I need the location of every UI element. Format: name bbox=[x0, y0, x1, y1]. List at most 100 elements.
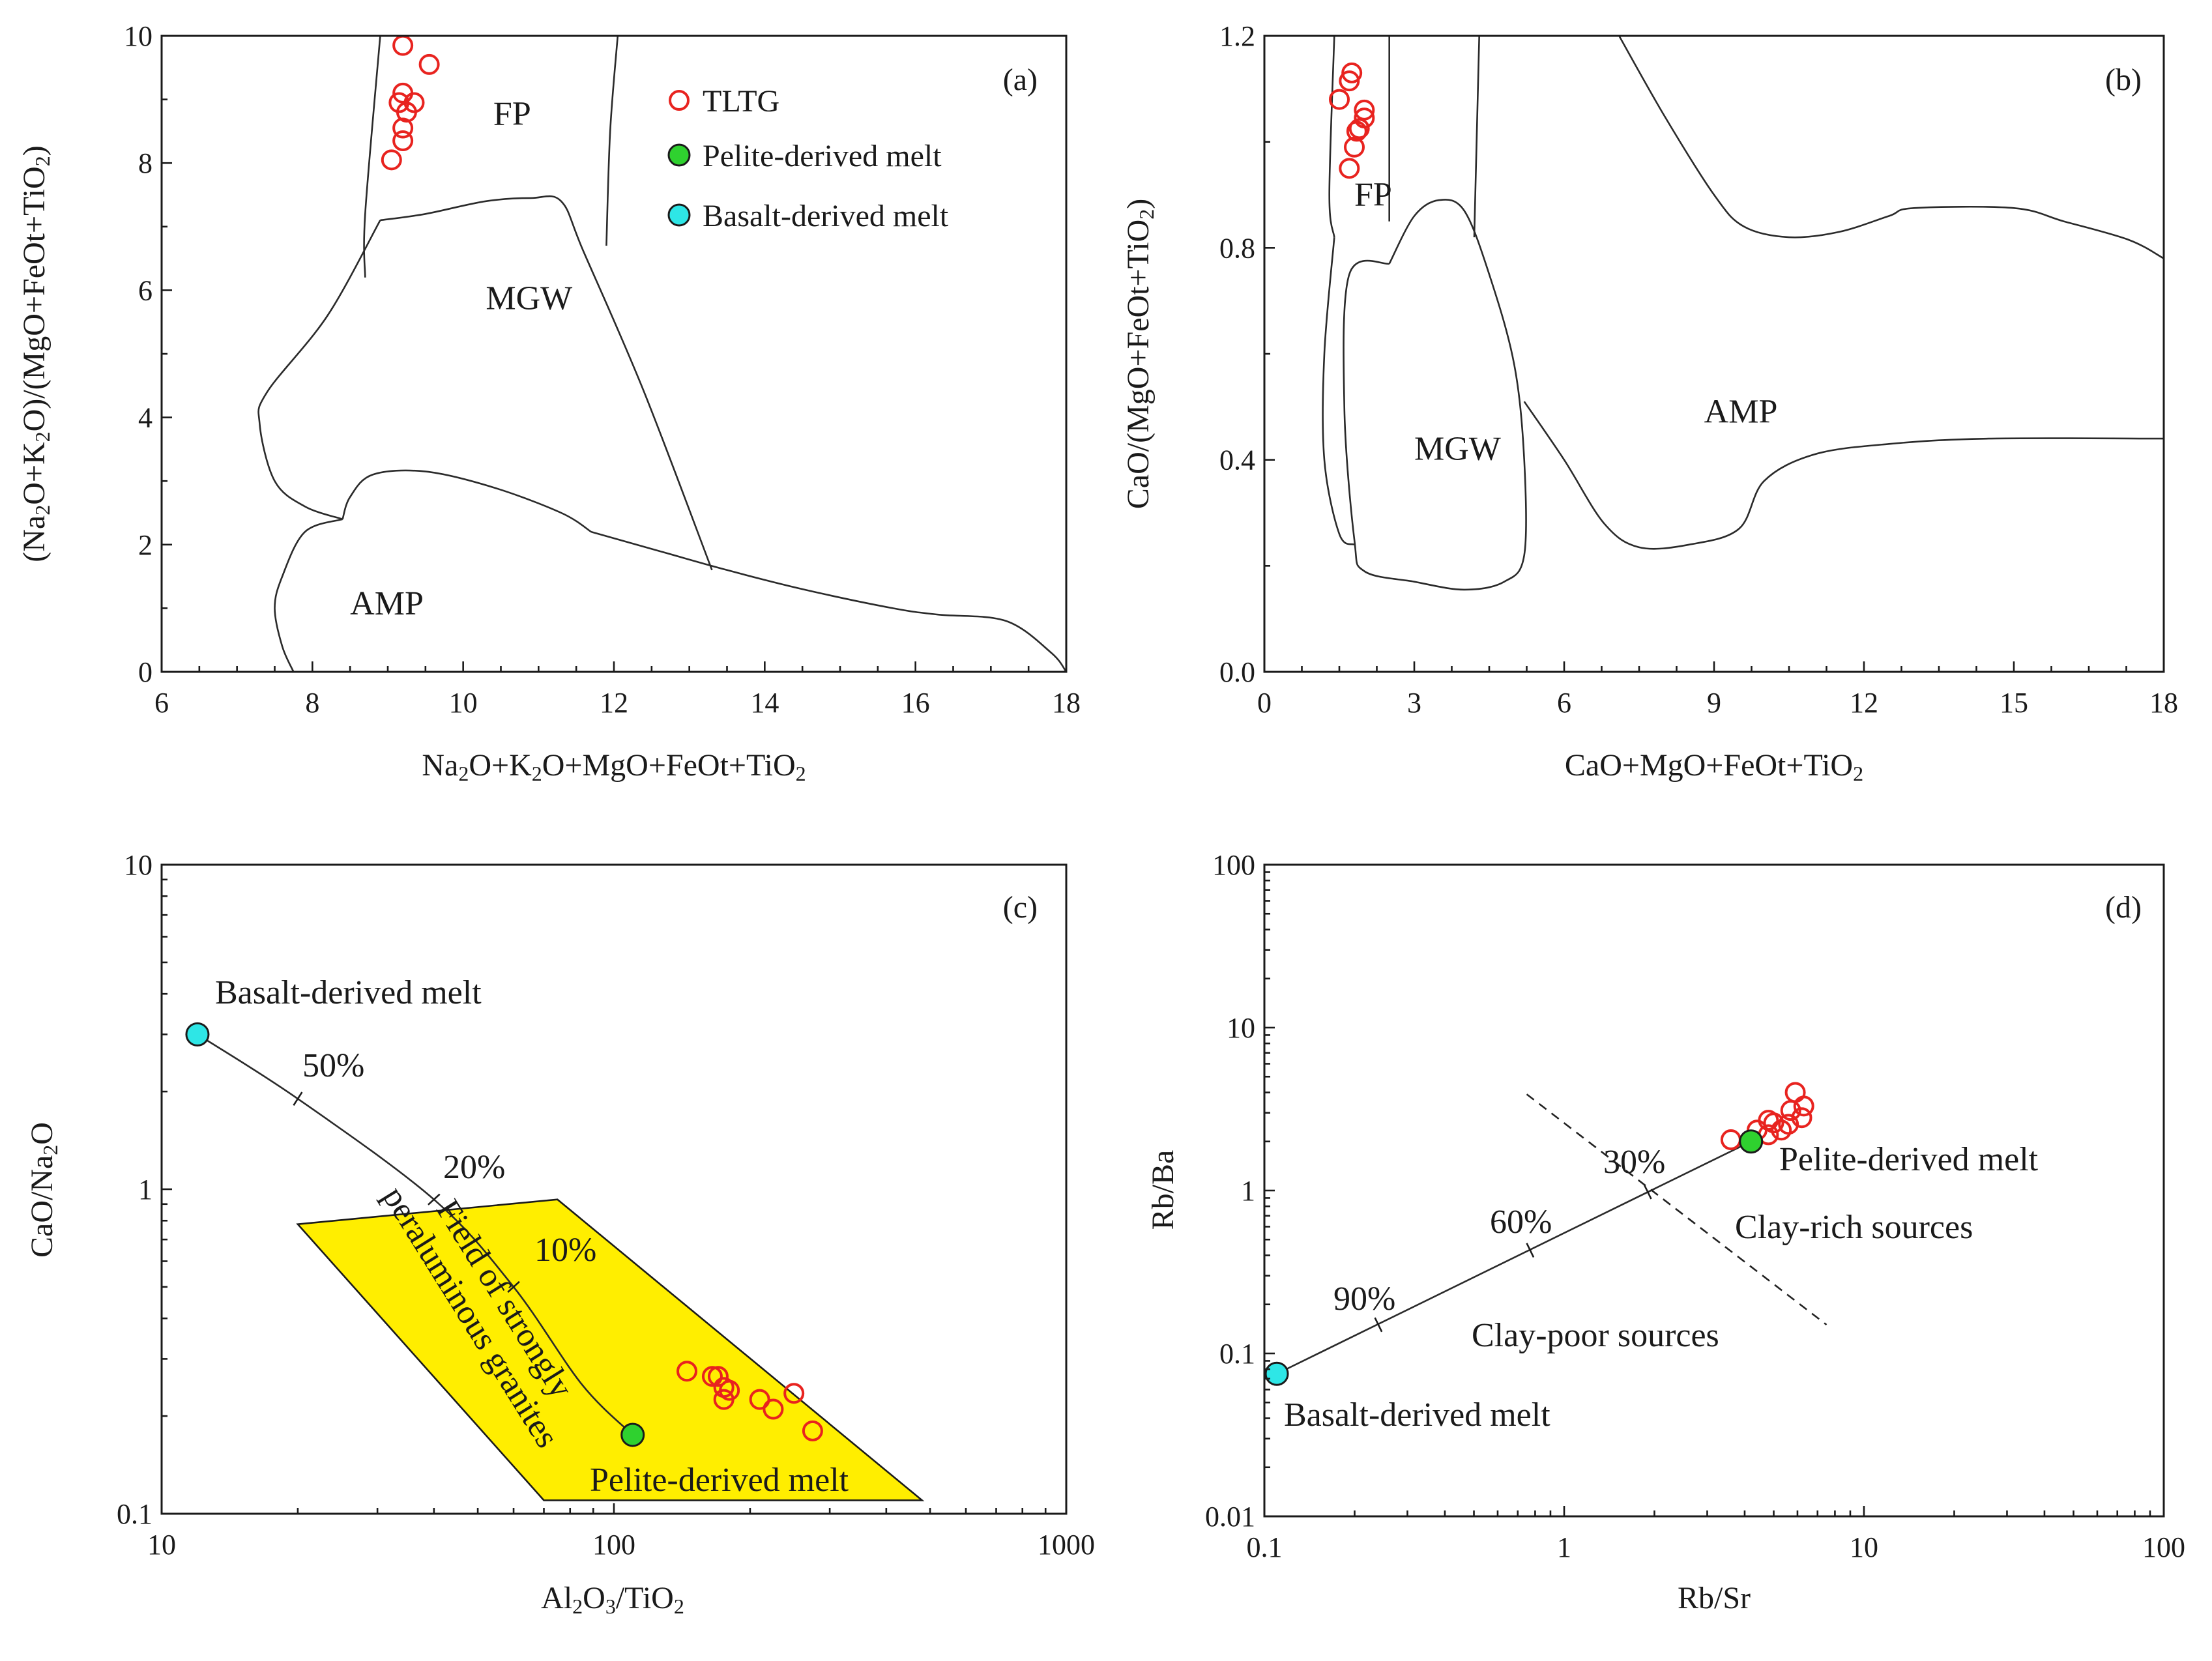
mixing-tick-c bbox=[428, 1193, 441, 1206]
field-boundary-mgw bbox=[257, 220, 381, 521]
tltg-point-b bbox=[1346, 121, 1367, 142]
x-axis-title-b: CaO+MgO+FeOt+TiO2 bbox=[1565, 748, 1863, 785]
field-boundary-amp bbox=[590, 531, 1068, 672]
d-clay-poor-label: Clay-poor sources bbox=[1472, 1317, 1719, 1354]
tltg-point-b bbox=[1339, 70, 1360, 92]
tltg-point-b bbox=[1354, 99, 1375, 121]
panel-b-frame bbox=[1263, 35, 2165, 673]
x-axis-title-c: Al2O3/TiO2 bbox=[541, 1581, 684, 1618]
basalt-endmember-d bbox=[1264, 1361, 1289, 1386]
field-boundary-mgw bbox=[380, 195, 713, 571]
panel-c-label: (c) bbox=[1003, 890, 1038, 925]
mixing-tick-d bbox=[1643, 1184, 1652, 1200]
mixing-tick-c bbox=[293, 1091, 303, 1106]
y-axis-title-c: CaO/Na2O bbox=[25, 1122, 62, 1258]
panel-a: 6 8 10 12 14 16 18 0 2 4 6 8 10 (a) FP MGW AMP Na2O+… bbox=[17, 20, 1081, 785]
x-tick-label-a: 8 bbox=[305, 687, 319, 719]
field-boundary-amp bbox=[274, 518, 343, 672]
tltg-point-a bbox=[381, 149, 402, 171]
y-tick-label-d: 1 bbox=[1241, 1175, 1255, 1207]
tltg-point-c bbox=[701, 1366, 723, 1387]
legend: TLTG Pelite-derived melt Basalt-derived … bbox=[667, 84, 949, 233]
field-label-amp: AMP bbox=[350, 585, 424, 622]
field-boundary-mgw bbox=[1343, 199, 1527, 591]
x-tick-label-d: 100 bbox=[2142, 1531, 2185, 1563]
panel-b-ticks: 0 3 6 9 12 15 18 0.0 0.4 0.8 1.2 bbox=[1219, 20, 2178, 719]
tltg-point-a bbox=[396, 102, 417, 123]
y-tick-label-a: 4 bbox=[138, 402, 153, 434]
tltg-point-c bbox=[707, 1366, 729, 1387]
tltg-point-d bbox=[1771, 1119, 1792, 1141]
x-tick-label-b: 6 bbox=[1557, 687, 1571, 719]
tltg-point-b bbox=[1348, 118, 1370, 139]
y-axis-title-d: Rb/Ba bbox=[1146, 1150, 1180, 1230]
y-tick-label-b: 0.0 bbox=[1219, 656, 1255, 688]
c-pelite-label: Pelite-derived melt bbox=[590, 1462, 849, 1499]
d-basalt-label: Basalt-derived melt bbox=[1284, 1396, 1550, 1434]
field-label-mgw-b: MGW bbox=[1414, 431, 1501, 468]
field-label-amp-b: AMP bbox=[1704, 394, 1778, 431]
tltg-point-a bbox=[392, 117, 414, 139]
legend-marker-pelite bbox=[667, 143, 691, 167]
panel-b-label: (b) bbox=[2105, 63, 2142, 97]
mixing-tick-d bbox=[1374, 1317, 1383, 1333]
field-label-mgw: MGW bbox=[486, 280, 572, 317]
pelite-endmember-d bbox=[1739, 1129, 1764, 1154]
x-tick-label-a: 12 bbox=[600, 687, 628, 719]
tltg-point-d bbox=[1791, 1107, 1812, 1129]
x-axis-title-d: Rb/Sr bbox=[1678, 1581, 1751, 1615]
tltg-point-a bbox=[392, 130, 414, 152]
y-tick-label-a: 6 bbox=[138, 274, 153, 306]
y-tick-label-b: 0.8 bbox=[1219, 232, 1255, 264]
tltg-point-c bbox=[783, 1383, 805, 1404]
pelite-endmember-c bbox=[620, 1423, 645, 1447]
panel-c-ticks: 10 100 1000 0.1 1 10 bbox=[117, 849, 1095, 1561]
panel-b: 0 3 6 9 12 15 18 0.0 0.4 0.8 1.2 (b) FP MGW AMP Ca… bbox=[1121, 20, 2178, 785]
field-boundary-amp bbox=[1618, 35, 2164, 259]
x-tick-label-d: 1 bbox=[1557, 1531, 1571, 1563]
field-label-fp: FP bbox=[493, 96, 531, 133]
panel-a-ticks: 6 8 10 12 14 16 18 0 2 4 6 8 10 bbox=[124, 20, 1081, 719]
x-tick-label-b: 3 bbox=[1407, 687, 1421, 719]
x-tick-label-b: 18 bbox=[2149, 687, 2178, 719]
d-tick-30: 30% bbox=[1603, 1144, 1665, 1181]
d-tick-90: 90% bbox=[1333, 1280, 1395, 1318]
field-boundary-fp bbox=[363, 35, 381, 278]
x-tick-label-b: 0 bbox=[1257, 687, 1272, 719]
x-tick-label-b: 9 bbox=[1707, 687, 1721, 719]
field-boundary-fp bbox=[1328, 35, 1335, 238]
tltg-point-c bbox=[763, 1398, 784, 1420]
tltg-point-a bbox=[392, 35, 414, 56]
x-tick-label-d: 0.1 bbox=[1247, 1531, 1283, 1563]
x-tick-label-c: 100 bbox=[592, 1529, 635, 1561]
d-clay-rich-label: Clay-rich sources bbox=[1735, 1209, 1973, 1246]
d-pelite-label: Pelite-derived melt bbox=[1779, 1141, 2039, 1178]
y-tick-label-d: 0.1 bbox=[1219, 1338, 1255, 1370]
y-tick-label-a: 8 bbox=[138, 147, 153, 179]
tltg-point-a bbox=[418, 53, 440, 75]
panel-d-lines bbox=[1276, 1093, 1827, 1375]
mixing-line-d bbox=[1276, 1140, 1752, 1375]
c-tick-10: 10% bbox=[534, 1232, 596, 1269]
panel-b-fields bbox=[1322, 35, 2164, 591]
panel-c-spg-field bbox=[296, 1198, 925, 1501]
legend-marker-basalt bbox=[667, 203, 691, 227]
tltg-point-d bbox=[1784, 1082, 1806, 1103]
panel-b-points bbox=[1329, 62, 1375, 179]
x-tick-label-c: 1000 bbox=[1038, 1529, 1095, 1561]
tltg-point-c bbox=[713, 1389, 735, 1410]
c-basalt-label: Basalt-derived melt bbox=[215, 974, 482, 1011]
tltg-point-c bbox=[676, 1361, 697, 1382]
field-boundary-fp bbox=[605, 35, 619, 246]
y-tick-label-b: 0.4 bbox=[1219, 444, 1255, 476]
field-label-fp-b: FP bbox=[1354, 176, 1392, 213]
mixing-tick-c bbox=[507, 1280, 520, 1293]
panel-a-points bbox=[381, 35, 440, 171]
field-boundary-amp bbox=[1523, 401, 2164, 550]
panel-c-points bbox=[185, 1022, 823, 1447]
x-tick-label-a: 14 bbox=[750, 687, 779, 719]
y-axis-title-b: CaO/(MgO+FeOt+TiO2) bbox=[1121, 199, 1158, 509]
